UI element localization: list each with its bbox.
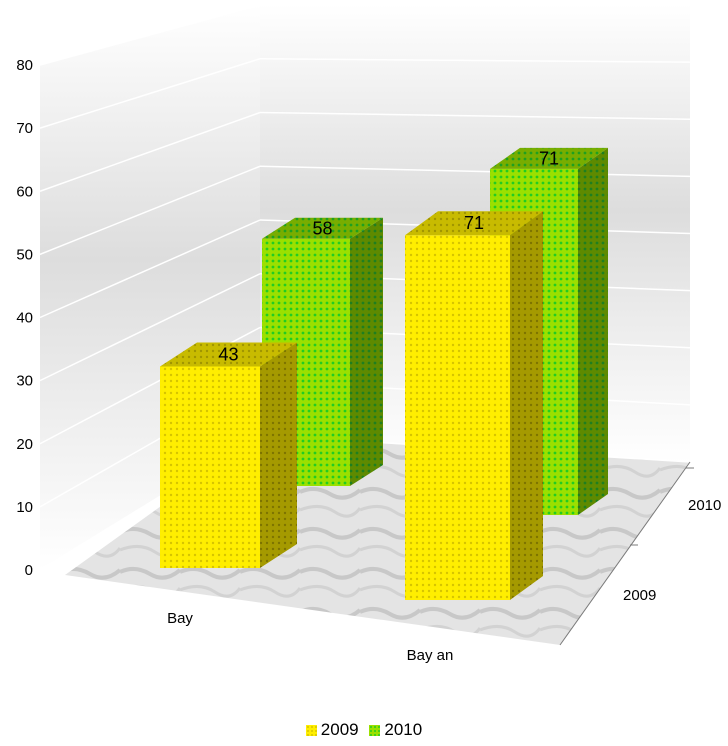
- bar-side: [510, 211, 543, 601]
- bar-top: [490, 147, 608, 169]
- gridline-back: [259, 58, 691, 63]
- data-label: 71: [464, 213, 484, 233]
- legend-swatch-2009: [305, 724, 317, 736]
- x-tick-label: Bay an: [407, 647, 454, 664]
- y-tick-label: 30: [16, 373, 33, 390]
- bars: 58 71 43 71: [160, 147, 608, 601]
- y-axis: 0 10 20 30 40 50 60 70 80: [16, 57, 33, 579]
- legend-swatch-2010: [369, 724, 381, 736]
- y-tick-label: 50: [16, 246, 33, 263]
- gridline-left: [39, 4, 261, 66]
- y-tick-label: 20: [16, 436, 33, 453]
- depth-tick-label: 2009: [623, 587, 656, 604]
- y-tick-label: 0: [25, 562, 33, 579]
- legend: 2009 2010: [0, 720, 728, 741]
- data-label: 43: [218, 344, 238, 364]
- gridline-left: [39, 273, 261, 382]
- legend-label-2010: 2010: [384, 720, 423, 739]
- x-tick-label: Bay: [167, 610, 193, 627]
- gridline-left: [39, 165, 261, 256]
- bar-top: [262, 217, 383, 239]
- bar-top: [405, 211, 543, 236]
- legend-item-2010: 2010: [369, 720, 422, 740]
- depth-axis: 2009 2010: [623, 467, 721, 604]
- data-label: 71: [539, 148, 559, 168]
- gridline-left: [39, 58, 261, 129]
- gridline-left: [39, 111, 261, 192]
- bar-side: [578, 147, 608, 515]
- legend-label-2009: 2009: [320, 720, 359, 739]
- bar-side: [350, 217, 383, 486]
- gridline-back: [259, 165, 691, 178]
- legend-item-2009: 2009: [305, 720, 359, 740]
- data-label: 58: [312, 218, 332, 238]
- x-axis: Bay Bay an: [167, 610, 453, 664]
- y-tick-label: 60: [16, 183, 33, 200]
- bar-front: [405, 235, 510, 601]
- bar-bay-2009: 43: [160, 342, 297, 568]
- bar-top: [160, 342, 297, 367]
- bar-side: [260, 342, 297, 568]
- bar-front: [160, 366, 260, 568]
- y-tick-label: 80: [16, 57, 33, 74]
- gridline-left: [39, 219, 261, 319]
- y-tick-label: 10: [16, 499, 33, 516]
- y-tick-label: 40: [16, 310, 33, 327]
- y-tick-label: 70: [16, 120, 33, 137]
- depth-axis-line: [559, 461, 691, 646]
- bar-bay-an-2009: 71: [405, 211, 543, 601]
- gridline-back: [259, 111, 691, 120]
- depth-tick-label: 2010: [688, 497, 721, 514]
